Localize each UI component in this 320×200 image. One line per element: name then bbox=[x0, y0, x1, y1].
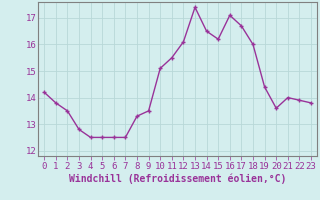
X-axis label: Windchill (Refroidissement éolien,°C): Windchill (Refroidissement éolien,°C) bbox=[69, 173, 286, 184]
